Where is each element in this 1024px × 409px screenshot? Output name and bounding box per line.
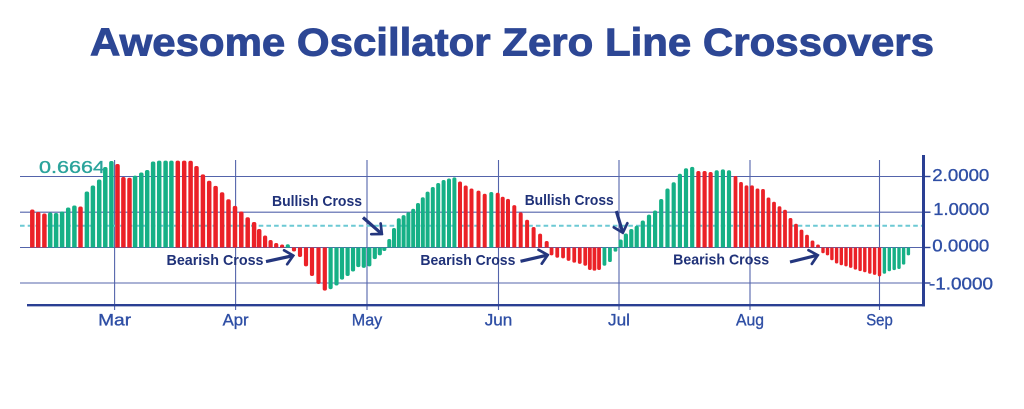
svg-text:Bearish Cross: Bearish Cross (167, 253, 264, 269)
svg-text:May: May (352, 310, 383, 329)
svg-text:Jul: Jul (608, 310, 630, 329)
svg-text:Sep: Sep (866, 310, 893, 329)
svg-text:2.0000: 2.0000 (932, 165, 989, 185)
svg-text:Aug: Aug (736, 310, 764, 329)
svg-text:Bullish Cross: Bullish Cross (525, 193, 614, 209)
svg-text:Awesome Oscillator Zero Line C: Awesome Oscillator Zero Line Crossovers (90, 22, 934, 65)
svg-text:Bullish Cross: Bullish Cross (272, 194, 362, 210)
svg-text:0.6664: 0.6664 (39, 157, 105, 177)
svg-text:Jun: Jun (485, 310, 513, 329)
svg-text:0.0000: 0.0000 (932, 235, 989, 255)
svg-text:Bearish Cross: Bearish Cross (673, 253, 769, 269)
svg-text:Apr: Apr (223, 310, 249, 329)
svg-text:1.0000: 1.0000 (933, 199, 989, 219)
svg-text:-1.0000: -1.0000 (929, 273, 993, 293)
svg-text:Mar: Mar (98, 310, 131, 329)
svg-text:Bearish Cross: Bearish Cross (420, 253, 515, 269)
